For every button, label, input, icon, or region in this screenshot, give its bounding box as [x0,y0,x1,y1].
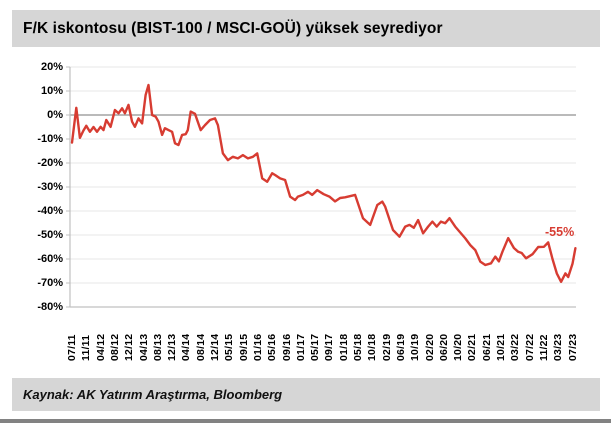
x-tick-label: 04/14 [180,333,193,361]
x-tick-label: 12/14 [209,333,221,361]
bottom-divider [0,419,611,423]
x-tick-label: 05/15 [223,333,236,361]
x-tick-label: 06/21 [480,333,493,361]
y-tick-label: -70% [37,276,63,289]
x-tick-label: 02/20 [423,333,436,361]
x-tick-label: 02/21 [466,333,479,361]
source-text: Kaynak: AK Yatırım Araştırma, Bloomberg [23,387,283,402]
x-tick-label: 12/12 [123,333,136,361]
x-tick-label: 01/18 [337,333,350,361]
x-tick-label: 06/19 [394,333,407,361]
x-tick-label: 01/16 [251,333,264,361]
y-tick-label: -30% [37,180,63,193]
y-tick-label: -80% [37,300,63,313]
x-tick-label: 10/19 [409,333,422,361]
x-tick-label: 09/16 [280,333,293,361]
y-tick-label: -20% [37,156,63,169]
y-tick-label: -60% [37,252,63,265]
x-tick-label: 09/15 [237,333,250,361]
y-tick-label: -40% [37,204,63,217]
chart-title-bar: F/K iskontosu (BIST-100 / MSCI-GOÜ) yüks… [12,10,600,47]
y-tick-label: -50% [37,228,63,241]
y-tick-label: -10% [37,132,63,145]
y-tick-label: 20% [40,60,63,73]
discount-line-series [70,83,577,283]
x-tick-label: 12/13 [166,333,179,361]
x-tick-label: 10/20 [452,333,465,361]
x-tick-label: 01/17 [294,333,307,361]
x-tick-label: 06/20 [437,333,450,361]
last-value-annotation: -55% [545,225,575,239]
x-tick-label: 08/12 [108,333,121,361]
x-tick-label: 07/22 [523,333,536,361]
x-tick-label: 08/13 [151,333,164,361]
x-tick-label: 05/18 [352,333,364,361]
x-tick-label: 05/16 [266,333,279,361]
x-tick-label: 08/14 [194,333,207,361]
y-tick-label: 0% [47,108,63,121]
x-tick-label: 07/23 [566,333,579,361]
x-tick-label: 09/17 [323,333,336,361]
x-tick-label: 10/21 [495,333,507,361]
x-tick-label: 07/11 [66,334,78,361]
x-tick-label: 10/18 [366,333,379,361]
x-tick-label: 11/11 [80,334,93,361]
x-tick-label: 04/13 [137,333,150,361]
x-tick-label: 03/23 [552,333,565,361]
x-tick-label: 11/22 [537,334,550,361]
source-bar: Kaynak: AK Yatırım Araştırma, Bloomberg [12,378,600,411]
x-tick-label: 05/17 [309,333,322,361]
x-tick-label: 02/19 [380,333,393,361]
chart-title: F/K iskontosu (BIST-100 / MSCI-GOÜ) yüks… [23,19,443,37]
x-tick-label: 04/12 [94,333,107,361]
y-tick-label: 10% [40,84,63,97]
x-tick-label: 03/22 [509,333,522,361]
